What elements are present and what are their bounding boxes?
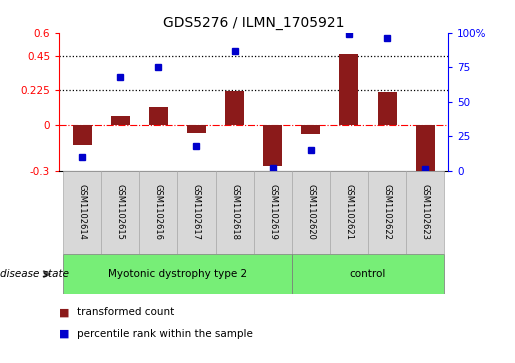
- Text: transformed count: transformed count: [77, 307, 175, 317]
- Bar: [63, 254, 292, 294]
- Bar: [111, 116, 130, 125]
- Bar: [339, 54, 358, 125]
- Bar: [63, 171, 101, 254]
- Bar: [225, 91, 244, 125]
- Text: percentile rank within the sample: percentile rank within the sample: [77, 329, 253, 339]
- Bar: [139, 171, 177, 254]
- Text: GSM1102620: GSM1102620: [306, 184, 315, 240]
- Text: control: control: [350, 269, 386, 279]
- Bar: [101, 171, 139, 254]
- Bar: [73, 125, 92, 144]
- Bar: [177, 171, 215, 254]
- Text: Myotonic dystrophy type 2: Myotonic dystrophy type 2: [108, 269, 247, 279]
- Bar: [187, 125, 206, 133]
- Text: GSM1102617: GSM1102617: [192, 184, 201, 240]
- Text: GSM1102615: GSM1102615: [116, 184, 125, 240]
- Text: ■: ■: [59, 329, 70, 339]
- Bar: [406, 171, 444, 254]
- Bar: [330, 171, 368, 254]
- Text: ■: ■: [59, 307, 70, 317]
- Bar: [253, 171, 292, 254]
- Bar: [301, 125, 320, 134]
- Text: GSM1102623: GSM1102623: [421, 184, 430, 240]
- Title: GDS5276 / ILMN_1705921: GDS5276 / ILMN_1705921: [163, 16, 345, 30]
- Bar: [215, 171, 253, 254]
- Bar: [263, 125, 282, 166]
- Text: GSM1102618: GSM1102618: [230, 184, 239, 240]
- Bar: [292, 254, 444, 294]
- Bar: [149, 107, 168, 125]
- Text: GSM1102614: GSM1102614: [78, 184, 87, 240]
- Text: disease state: disease state: [0, 269, 69, 279]
- Text: GSM1102616: GSM1102616: [154, 184, 163, 240]
- Text: GSM1102619: GSM1102619: [268, 184, 277, 240]
- Text: GSM1102621: GSM1102621: [345, 184, 353, 240]
- Bar: [368, 171, 406, 254]
- Text: GSM1102622: GSM1102622: [383, 184, 391, 240]
- Bar: [377, 93, 397, 125]
- Bar: [416, 125, 435, 174]
- Bar: [292, 171, 330, 254]
